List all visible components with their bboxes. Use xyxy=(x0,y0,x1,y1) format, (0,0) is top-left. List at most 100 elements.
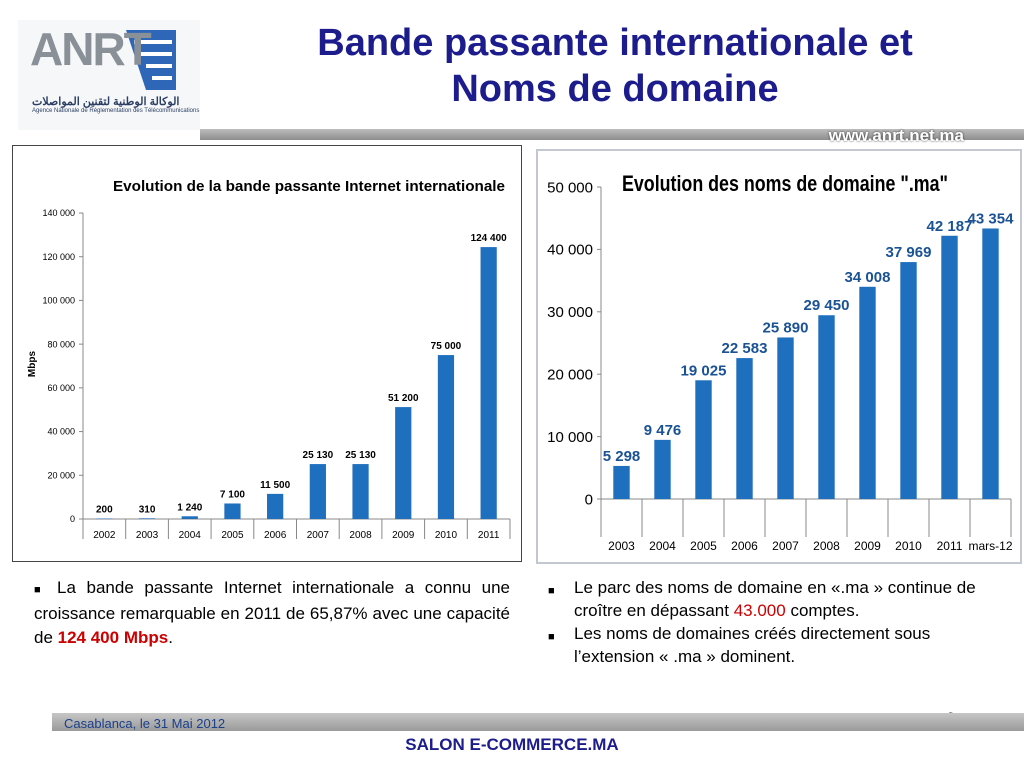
category-label: 2011 xyxy=(937,539,963,553)
footer-event: SALON E-COMMERCE.MA xyxy=(405,735,619,754)
category-label: 2007 xyxy=(772,539,799,553)
domain-chart: Evolution des noms de domaine ".ma" 0 10 0… xyxy=(547,171,1015,553)
category-label: 2007 xyxy=(307,530,330,541)
value-label: 34 008 xyxy=(845,269,891,286)
value-label: 310 xyxy=(139,504,156,515)
bar xyxy=(982,228,999,499)
y-tick-label: 40 000 xyxy=(547,242,593,259)
bullet-item: ■ Le parc des noms de domaine en «.ma » … xyxy=(548,576,1014,622)
y-tick-label: 20 000 xyxy=(47,470,75,480)
bar xyxy=(96,518,113,520)
logo-stripes-icon xyxy=(126,30,176,90)
category-label: 2011 xyxy=(478,530,500,541)
bar xyxy=(777,337,794,499)
bar xyxy=(613,465,630,499)
y-tick-label: 120 000 xyxy=(42,252,75,262)
y-tick-label: 60 000 xyxy=(47,383,75,393)
bar xyxy=(138,518,156,519)
value-label: 1 240 xyxy=(177,502,202,513)
logo-arabic-text: الوكالة الوطنية لتقنين المواصلات xyxy=(32,96,180,108)
value-label: 25 130 xyxy=(303,450,334,461)
domain-text: Le parc des noms de domaine en «.ma » co… xyxy=(574,578,976,620)
bullet-icon: ■ xyxy=(34,584,47,596)
bar xyxy=(309,464,326,519)
footer-date: Casablanca, le 31 Mai 2012 xyxy=(64,716,226,731)
value-label: 25 130 xyxy=(345,450,376,461)
bandwidth-text-end: . xyxy=(168,628,173,647)
value-label: 7 100 xyxy=(220,489,245,500)
y-tick-label: 0 xyxy=(70,514,75,524)
value-label: 200 xyxy=(96,505,113,516)
logo-text: ANRT xyxy=(30,23,152,75)
value-label: 5 298 xyxy=(603,448,641,465)
bar xyxy=(695,380,712,499)
category-label: 2008 xyxy=(349,530,372,541)
chart-title: Evolution des noms de domaine ".ma" xyxy=(622,171,948,196)
y-tick-label: 140 000 xyxy=(42,208,75,218)
logo-french-text: Agence Nationale de Réglementation des T… xyxy=(32,108,200,114)
category-label: 2006 xyxy=(264,530,287,541)
bullet-text: Le parc des noms de domaine en «.ma » co… xyxy=(574,576,1014,622)
category-label: 2002 xyxy=(93,530,116,541)
title-line-2: Noms de domaine xyxy=(451,68,779,110)
value-label: 25 890 xyxy=(763,319,809,336)
bar xyxy=(480,247,497,519)
bar xyxy=(941,235,958,499)
title-line-1: Bande passante internationale et xyxy=(317,22,913,64)
domain-highlight: 43.000 xyxy=(733,601,786,620)
y-tick-label: 20 000 xyxy=(547,366,593,383)
category-label: 2004 xyxy=(649,539,676,553)
header-bar xyxy=(200,129,1024,140)
slide-title: Bande passante internationale et Noms de… xyxy=(225,20,1005,112)
category-label: 2006 xyxy=(731,539,758,553)
category-label: 2008 xyxy=(813,539,840,553)
value-label: 37 969 xyxy=(886,244,932,261)
category-label: 2005 xyxy=(221,530,244,541)
bar xyxy=(654,439,671,499)
y-tick-label: 80 000 xyxy=(47,339,75,349)
bar xyxy=(736,358,753,499)
anrt-logo xyxy=(18,20,200,130)
bar xyxy=(224,503,241,519)
bandwidth-text: La bande passante Internet international… xyxy=(34,578,510,647)
bullet-item: ■ Les noms de domaines créés directement… xyxy=(548,622,1014,668)
value-label: 42 187 xyxy=(927,218,973,235)
y-tick-label: 100 000 xyxy=(42,296,75,306)
category-label: 2004 xyxy=(179,530,202,541)
value-label: 22 583 xyxy=(722,340,768,357)
bar xyxy=(352,464,369,519)
chart-title: Evolution de la bande passante Internet … xyxy=(113,178,505,195)
value-label: 75 000 xyxy=(431,341,462,352)
category-label: 2009 xyxy=(854,539,881,553)
bar xyxy=(859,286,876,499)
bar xyxy=(818,315,835,499)
website-url: www.anrt.net.ma xyxy=(828,126,964,145)
y-tick-label: 10 000 xyxy=(547,429,593,446)
bar xyxy=(181,516,198,519)
category-label: 2003 xyxy=(136,530,159,541)
bandwidth-chart-panel: Evolution de la bande passante Internet … xyxy=(12,145,522,562)
category-label: 2010 xyxy=(435,530,458,541)
domain-chart-panel: Evolution des noms de domaine ".ma" 0 10 0… xyxy=(536,149,1022,564)
footer-bar xyxy=(52,713,1024,731)
category-label: 2010 xyxy=(895,539,922,553)
y-axis-label: Mbps xyxy=(27,351,38,378)
y-tick-label: 50 000 xyxy=(547,179,593,196)
value-label: 19 025 xyxy=(681,362,727,379)
bandwidth-description: ■ La bande passante Internet internation… xyxy=(34,576,510,650)
bandwidth-chart: Evolution de la bande passante Internet … xyxy=(27,178,511,541)
value-label: 43 354 xyxy=(968,210,1015,227)
category-label: 2003 xyxy=(608,539,635,553)
domain-description: ■ Le parc des noms de domaine en «.ma » … xyxy=(548,576,1014,668)
y-tick-label: 40 000 xyxy=(47,427,75,437)
bullet-text: Les noms de domaines créés directement s… xyxy=(574,624,931,666)
bandwidth-highlight: 124 400 Mbps xyxy=(57,628,169,647)
value-label: 11 500 xyxy=(260,480,290,491)
bar xyxy=(395,407,412,519)
value-label: 51 200 xyxy=(388,393,419,404)
bar xyxy=(267,493,284,519)
bullet-icon: ■ xyxy=(548,585,555,597)
value-label: 29 450 xyxy=(804,297,850,314)
category-label: 2005 xyxy=(690,539,717,553)
value-label: 9 476 xyxy=(644,422,682,439)
